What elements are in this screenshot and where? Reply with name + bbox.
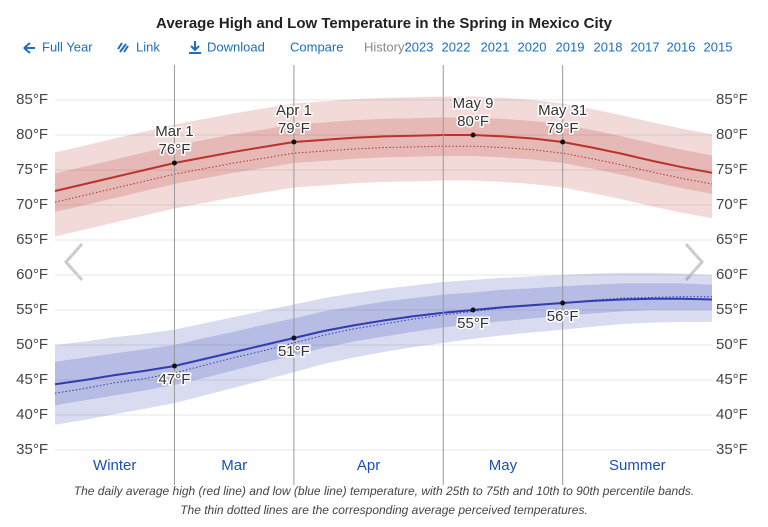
history-year[interactable]: 2017 (631, 39, 660, 54)
y-tick-label: 40°F (16, 406, 48, 423)
y-tick-label: 70°F (16, 196, 48, 213)
history-year[interactable]: 2023 (405, 39, 434, 54)
x-region-label: Winter (93, 457, 136, 474)
compare-link[interactable]: Compare (290, 39, 343, 54)
value-label: 56°F (547, 308, 579, 325)
y-tick-label: 75°F (16, 161, 48, 178)
band-10-90 (55, 96, 712, 237)
y2-tick-label: 75°F (716, 161, 748, 178)
value-label: 79°F (278, 120, 310, 137)
history-year[interactable]: 2022 (442, 39, 471, 54)
link-link[interactable]: Link (136, 39, 160, 54)
date-label: May 31 (538, 102, 587, 119)
chart-title: Average High and Low Temperature in the … (156, 15, 613, 32)
history-year[interactable]: 2015 (704, 39, 733, 54)
value-label: 76°F (159, 141, 191, 158)
date-label: Mar 1 (155, 123, 193, 140)
toolbar: Full Year Link Download Compare History: (23, 39, 408, 54)
y2-tick-label: 65°F (716, 231, 748, 248)
y2-tick-label: 60°F (716, 266, 748, 283)
y2-tick-label: 40°F (716, 406, 748, 423)
next-arrow[interactable] (684, 243, 705, 281)
plot-area (54, 96, 713, 451)
download-icon (189, 41, 201, 54)
point (470, 307, 476, 313)
point (470, 132, 476, 138)
mean-line (54, 134, 713, 192)
perceived-line (54, 296, 712, 394)
y2-tick-label: 55°F (716, 301, 748, 318)
perceived-line (54, 145, 713, 203)
point (171, 160, 177, 166)
x-region-label: Apr (357, 457, 380, 474)
history-year[interactable]: 2019 (556, 39, 585, 54)
y2-tick-label: 80°F (716, 126, 748, 143)
mean-line (54, 297, 713, 386)
y2-tick-label: 85°F (716, 91, 748, 108)
x-region-label: May (489, 457, 518, 474)
point (291, 139, 297, 145)
history-year[interactable]: 2018 (594, 39, 623, 54)
y-tick-label: 60°F (16, 266, 48, 283)
y-tick-label: 55°F (16, 301, 48, 318)
link-icon (117, 42, 129, 53)
prev-arrow[interactable] (63, 243, 84, 281)
history-label: History: (364, 39, 408, 54)
history-year[interactable]: 2021 (481, 39, 510, 54)
value-label: 47°F (159, 371, 191, 388)
point (560, 139, 566, 145)
band-10-90 (55, 272, 712, 425)
value-label: 79°F (547, 120, 579, 137)
point (560, 300, 566, 306)
y-tick-label: 65°F (16, 231, 48, 248)
date-label: May 9 (453, 95, 494, 112)
y-tick-label: 45°F (16, 371, 48, 388)
y-tick-label: 35°F (16, 441, 48, 458)
y-tick-label: 50°F (16, 336, 48, 353)
y2-tick-label: 70°F (716, 196, 748, 213)
y2-tick-label: 45°F (716, 371, 748, 388)
value-label: 51°F (278, 343, 310, 360)
point (291, 335, 297, 341)
y2-tick-label: 35°F (716, 441, 748, 458)
value-label: 55°F (457, 315, 489, 332)
y-tick-label: 85°F (16, 91, 48, 108)
x-region-label: Summer (609, 457, 666, 474)
back-icon (23, 42, 35, 54)
point (171, 363, 177, 369)
x-region-label: Mar (221, 457, 247, 474)
value-label: 80°F (457, 113, 489, 130)
download-link[interactable]: Download (207, 39, 265, 54)
caption: The daily average high (red line) and lo… (74, 484, 694, 498)
history-year[interactable]: 2016 (667, 39, 696, 54)
full-year-link[interactable]: Full Year (42, 39, 93, 54)
y-tick-label: 80°F (16, 126, 48, 143)
y2-tick-label: 50°F (716, 336, 748, 353)
band-25-75 (55, 283, 712, 406)
date-label: Apr 1 (276, 102, 312, 119)
caption: The thin dotted lines are the correspond… (180, 503, 588, 517)
history-year[interactable]: 2020 (518, 39, 547, 54)
